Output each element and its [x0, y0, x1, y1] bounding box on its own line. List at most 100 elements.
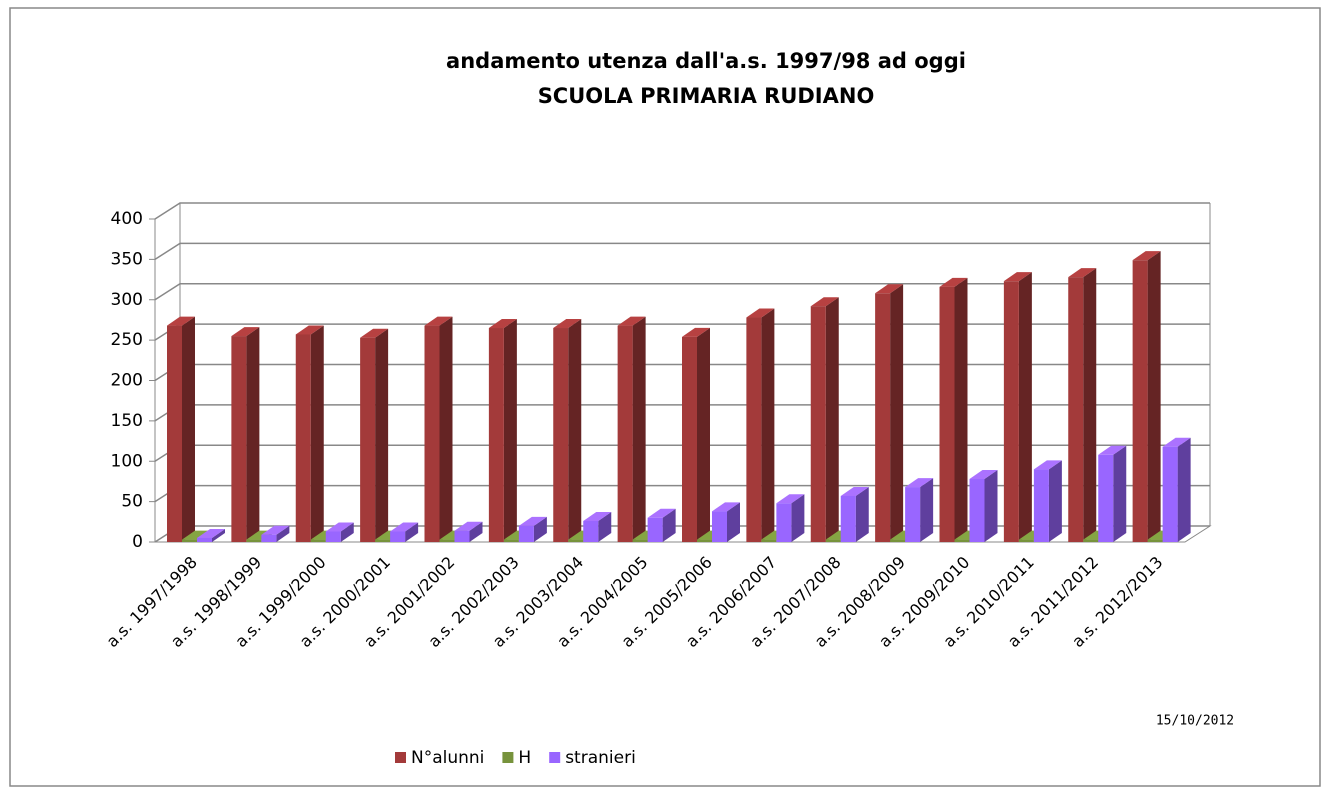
bar [261, 534, 277, 542]
bar-side [310, 325, 324, 542]
bar-side [632, 316, 646, 542]
bar-top [454, 521, 483, 531]
bar [761, 539, 777, 542]
bar [246, 539, 262, 542]
bar-top [231, 327, 260, 337]
bar [776, 503, 792, 542]
legend-swatch [502, 752, 514, 763]
bar [954, 539, 970, 542]
bar-top [197, 528, 225, 538]
bar [1018, 539, 1034, 542]
legend-label: N°alunni [411, 748, 484, 768]
bar-side [598, 512, 612, 542]
bar-side [439, 316, 453, 542]
bar [1033, 469, 1049, 542]
bar-side [1113, 445, 1127, 542]
bar-side [533, 516, 547, 542]
grid-line [154, 202, 1210, 220]
y-tick-label: 250 [111, 330, 143, 350]
y-tick-label: 350 [111, 249, 143, 269]
bar [647, 517, 663, 542]
bar [1098, 454, 1114, 542]
bar-top [1068, 268, 1097, 278]
bar-top [424, 316, 453, 326]
bar-side [984, 470, 998, 542]
bar [682, 336, 697, 542]
bar [454, 530, 470, 542]
bar-top [1162, 437, 1191, 447]
bar-side [855, 486, 869, 542]
bar [231, 336, 247, 542]
bar-top [360, 328, 389, 338]
bar-side [1018, 272, 1032, 542]
y-tick-label: 200 [111, 371, 143, 391]
bar-side [276, 525, 290, 542]
y-tick-label: 0 [132, 532, 143, 552]
bar [746, 317, 762, 542]
bar-top [1132, 251, 1161, 261]
bar [553, 328, 569, 542]
bar [182, 539, 197, 542]
bar-top [875, 284, 904, 294]
bar-top [390, 522, 419, 532]
bar-top [518, 516, 547, 526]
bar-side [405, 522, 419, 542]
bar-top [325, 522, 354, 532]
bar [568, 539, 584, 542]
bar-side [791, 494, 805, 542]
y-tick-label: 400 [111, 209, 143, 229]
bar [890, 539, 906, 542]
bar-side [568, 319, 582, 542]
y-tick-label: 50 [121, 492, 143, 512]
y-tick-label: 150 [111, 411, 143, 431]
bar [390, 531, 406, 542]
bar [583, 521, 599, 542]
bar [360, 337, 376, 542]
bar [295, 334, 311, 542]
bar-top [712, 502, 740, 512]
bar-top [488, 319, 517, 329]
bar-top [583, 512, 612, 522]
bar-side [1147, 251, 1161, 542]
bar-top [182, 530, 210, 540]
bar-side [246, 327, 260, 542]
bar-side [1048, 460, 1062, 542]
bar [939, 286, 955, 542]
bar-side [182, 316, 195, 542]
bar [439, 539, 455, 542]
bar-side [825, 297, 839, 542]
bar-top [617, 316, 646, 326]
bar-side [340, 522, 354, 542]
y-tick-label: 300 [111, 290, 143, 310]
bar [810, 306, 826, 542]
bar-side [727, 502, 740, 542]
y-tick-label: 100 [111, 451, 143, 471]
bar-top [647, 508, 676, 518]
bar-side [212, 528, 225, 542]
bar [840, 495, 856, 542]
legend-swatch [395, 752, 406, 763]
bar [1068, 277, 1084, 542]
bar [310, 539, 326, 542]
bar [1132, 260, 1148, 542]
bar-top [167, 316, 195, 326]
bar [905, 487, 921, 542]
legend-label: H [518, 748, 531, 768]
bar [167, 325, 182, 542]
grid-line [154, 283, 1210, 301]
bar [875, 293, 891, 542]
bar-top [776, 494, 805, 504]
bar-top [1033, 460, 1062, 470]
bar [617, 325, 633, 542]
bar [197, 537, 212, 542]
bar [697, 539, 712, 542]
bar [632, 539, 648, 542]
bar-side [890, 284, 904, 542]
legend-swatch [549, 752, 561, 763]
bar-top [1098, 445, 1127, 455]
bar-side [920, 478, 934, 542]
bar-top [261, 525, 290, 535]
chart-title: andamento utenza dall'a.s. 1997/98 ad og… [446, 49, 966, 73]
bar-top [810, 297, 839, 307]
bar-side [1083, 268, 1097, 542]
